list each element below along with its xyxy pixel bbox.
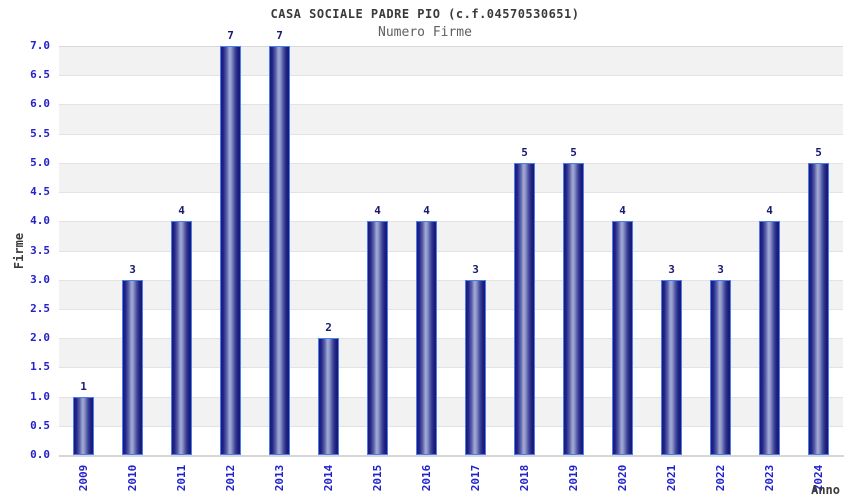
bar-value-label: 5 bbox=[815, 145, 822, 159]
bar bbox=[710, 279, 731, 455]
bar-value-label: 4 bbox=[766, 204, 773, 218]
grid-band bbox=[59, 76, 843, 106]
y-tick-label: 6.0 bbox=[30, 97, 50, 111]
x-tick-label: 2011 bbox=[174, 464, 188, 492]
x-tick-label: 2020 bbox=[615, 464, 629, 492]
bar-value-label: 7 bbox=[227, 29, 234, 42]
y-tick-label: 4.5 bbox=[30, 185, 50, 199]
gridline bbox=[59, 338, 843, 340]
gridline bbox=[59, 425, 843, 427]
x-tick-label: 2018 bbox=[517, 464, 531, 492]
bar bbox=[612, 221, 633, 455]
gridline bbox=[59, 133, 843, 135]
bar bbox=[563, 162, 584, 455]
y-tick-label: 1.0 bbox=[30, 389, 50, 403]
bar bbox=[808, 162, 829, 455]
x-tick-label: 2021 bbox=[664, 464, 678, 492]
bar-value-label: 5 bbox=[570, 145, 577, 159]
gridline bbox=[59, 162, 843, 164]
x-tick-label: 2019 bbox=[566, 464, 580, 492]
x-tick-label: 2009 bbox=[76, 464, 90, 492]
bar-value-label: 7 bbox=[276, 29, 283, 42]
bar bbox=[514, 162, 535, 455]
y-axis-title: Firme bbox=[12, 232, 26, 270]
y-tick-label: 5.0 bbox=[30, 155, 50, 169]
y-tick-label: 5.5 bbox=[30, 126, 50, 140]
bar-value-label: 3 bbox=[129, 262, 136, 276]
y-tick-label: 1.5 bbox=[30, 360, 50, 374]
x-tick-label: 2015 bbox=[370, 464, 384, 492]
bar bbox=[416, 221, 437, 455]
bar bbox=[661, 279, 682, 455]
gridline bbox=[59, 221, 843, 223]
x-tick-label: 2022 bbox=[713, 464, 727, 492]
grid-band bbox=[59, 193, 843, 223]
bar bbox=[759, 221, 780, 455]
grid-band bbox=[59, 47, 843, 77]
gridline bbox=[59, 250, 843, 252]
y-tick-label: 7.0 bbox=[30, 39, 50, 52]
y-tick-label: 3.5 bbox=[30, 243, 50, 257]
x-tick-label: 2013 bbox=[272, 464, 286, 492]
bar-value-label: 4 bbox=[423, 204, 430, 218]
bar bbox=[465, 279, 486, 455]
y-tick-label: 3.0 bbox=[30, 272, 50, 286]
bar bbox=[220, 46, 241, 455]
x-axis-line bbox=[59, 455, 844, 457]
bar-value-label: 2 bbox=[325, 321, 332, 335]
grid-band bbox=[59, 134, 843, 164]
y-tick-label: 0.0 bbox=[30, 448, 50, 461]
x-tick-label: 2017 bbox=[468, 464, 482, 492]
gridline bbox=[59, 396, 843, 398]
grid-band bbox=[59, 105, 843, 135]
x-tick-label: 2016 bbox=[419, 464, 433, 492]
chart-subtitle: Numero Firme bbox=[378, 25, 472, 40]
bar bbox=[73, 396, 94, 455]
bar-value-label: 5 bbox=[521, 145, 528, 159]
x-axis-title: Anno bbox=[811, 483, 840, 497]
bar bbox=[269, 46, 290, 455]
bar-value-label: 4 bbox=[374, 204, 381, 218]
y-tick-label: 2.5 bbox=[30, 301, 50, 315]
gridline bbox=[59, 308, 843, 310]
gridline bbox=[59, 279, 843, 281]
bar-value-label: 1 bbox=[80, 379, 87, 393]
grid-band bbox=[59, 163, 843, 194]
y-tick-label: 0.5 bbox=[30, 418, 50, 432]
x-tick-label: 2012 bbox=[223, 464, 237, 492]
bar-value-label: 4 bbox=[178, 204, 185, 218]
x-tick-label: 2014 bbox=[321, 464, 335, 492]
gridline bbox=[59, 192, 843, 194]
y-tick-label: 6.5 bbox=[30, 68, 50, 82]
x-tick-label: 2023 bbox=[762, 464, 776, 492]
bar-value-label: 3 bbox=[472, 262, 479, 276]
bar bbox=[122, 279, 143, 455]
x-tick-label: 2010 bbox=[125, 464, 139, 492]
bar-value-label: 3 bbox=[717, 262, 724, 276]
bar bbox=[318, 338, 339, 455]
gridline bbox=[59, 367, 843, 369]
bar-value-label: 4 bbox=[619, 204, 626, 218]
gridline bbox=[59, 104, 843, 106]
chart-title: CASA SOCIALE PADRE PIO (c.f.04570530651) bbox=[270, 7, 580, 21]
gridline bbox=[59, 75, 843, 77]
bar bbox=[171, 221, 192, 455]
y-tick-label: 2.0 bbox=[30, 331, 50, 345]
bar bbox=[367, 221, 388, 455]
y-tick-label: 4.0 bbox=[30, 214, 50, 228]
bar-value-label: 3 bbox=[668, 262, 675, 276]
